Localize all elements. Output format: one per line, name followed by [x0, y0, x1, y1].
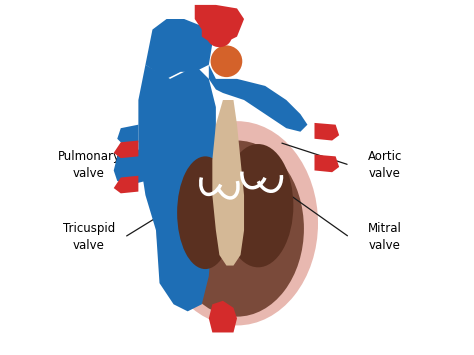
Polygon shape: [314, 123, 339, 141]
Polygon shape: [114, 141, 138, 158]
Polygon shape: [117, 125, 138, 146]
Ellipse shape: [207, 26, 232, 47]
Polygon shape: [212, 100, 244, 266]
Polygon shape: [114, 149, 146, 185]
Ellipse shape: [177, 156, 234, 269]
Polygon shape: [314, 155, 339, 172]
Polygon shape: [114, 176, 138, 193]
Polygon shape: [209, 65, 308, 132]
Polygon shape: [195, 5, 244, 44]
Polygon shape: [146, 19, 212, 79]
Text: Aortic
valve: Aortic valve: [368, 150, 402, 180]
Text: Pulmonary
valve: Pulmonary valve: [57, 150, 120, 180]
Polygon shape: [209, 301, 237, 333]
Ellipse shape: [156, 121, 318, 326]
Ellipse shape: [170, 141, 304, 317]
Polygon shape: [138, 65, 216, 311]
Text: Mitral
valve: Mitral valve: [368, 222, 402, 252]
Ellipse shape: [210, 45, 242, 77]
Ellipse shape: [223, 144, 293, 267]
Polygon shape: [117, 160, 138, 181]
Text: Tricuspid
valve: Tricuspid valve: [63, 222, 115, 252]
